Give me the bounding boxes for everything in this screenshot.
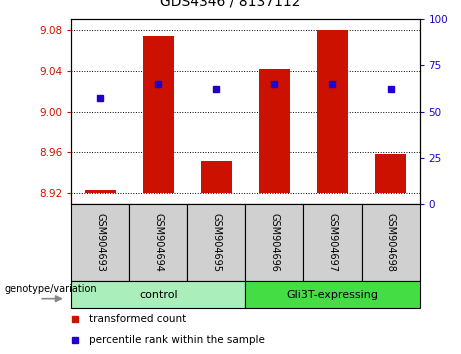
Text: control: control (139, 290, 178, 300)
Bar (71, 204, 130, 281)
Text: GSM904696: GSM904696 (270, 213, 279, 272)
Bar (259, 69, 290, 193)
Bar (245, 204, 303, 281)
Bar (84, 190, 117, 193)
Text: transformed count: transformed count (89, 314, 186, 324)
Bar (245, 281, 420, 308)
Text: GDS4346 / 8137112: GDS4346 / 8137112 (160, 0, 301, 9)
Text: GSM904697: GSM904697 (327, 213, 337, 272)
Bar (361, 204, 420, 281)
Text: genotype/variation: genotype/variation (5, 284, 97, 295)
Bar (201, 161, 232, 193)
Bar (303, 204, 361, 281)
Text: percentile rank within the sample: percentile rank within the sample (89, 335, 265, 345)
Bar (71, 281, 245, 308)
Text: GSM904694: GSM904694 (154, 213, 164, 272)
Text: GSM904695: GSM904695 (212, 213, 221, 272)
Text: GSM904693: GSM904693 (95, 213, 106, 272)
Text: GSM904698: GSM904698 (385, 213, 396, 272)
Bar (130, 204, 188, 281)
Bar (374, 154, 407, 193)
Bar (317, 30, 349, 193)
Text: Gli3T-expressing: Gli3T-expressing (286, 290, 378, 300)
Bar (188, 204, 245, 281)
Bar (142, 36, 174, 193)
